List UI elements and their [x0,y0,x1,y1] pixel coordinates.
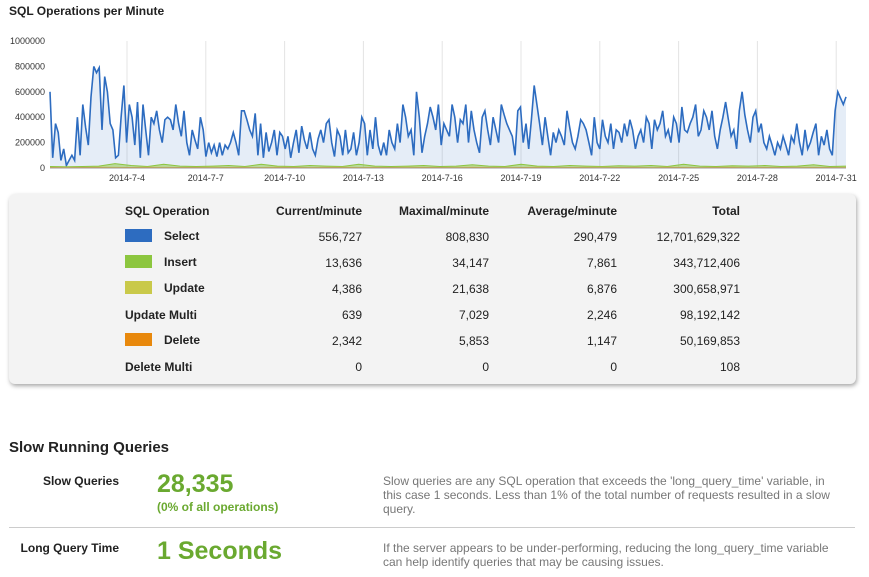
x-tick-label: 2014-7-7 [188,173,224,183]
maximal-value: 7,029 [458,308,489,322]
legend-swatch [125,229,152,243]
total-value: 98,192,142 [679,308,740,322]
table-row: Update 4,386 21,638 6,876 300,658,971 [121,276,740,302]
average-value: 2,246 [586,308,617,322]
operation-label: Delete Multi [125,360,192,374]
operation-label: Insert [125,255,197,269]
slow-queries-title: Slow Running Queries [9,439,170,456]
total-value: 50,169,853 [679,334,740,348]
series-line-insert [49,163,847,168]
operation-name-cell: Insert [121,250,246,276]
table-row: Update Multi 639 7,029 2,246 98,192,142 [121,302,740,328]
table-row: Delete Multi 0 0 0 108 [121,354,740,380]
current-value: 556,727 [318,230,362,244]
operation-name: Delete [164,332,201,347]
sql-operations-table: SQL Operation Current/minute Maximal/min… [121,198,740,380]
current-value: 0 [355,360,362,374]
y-tick-label: 200000 [15,138,45,148]
maximal-value: 0 [482,360,489,374]
total-value: 343,712,406 [673,256,740,270]
operation-name: Update [164,280,205,295]
long-query-time-description: If the server appears to be under-perfor… [383,541,829,569]
operation-name: Insert [164,254,197,269]
operation-label: Select [125,229,199,243]
current-value: 13,636 [325,256,362,270]
plot-area [50,41,846,168]
average-value: 7,861 [586,256,617,270]
legend-swatch [125,255,152,269]
average-value: 0 [610,360,617,374]
chart-title: SQL Operations per Minute [9,4,165,18]
operation-name: Update Multi [125,308,197,322]
sql-operations-panel: SQL Operation Current/minute Maximal/min… [9,194,856,384]
section-divider [9,527,855,528]
series-area-insert [50,163,846,168]
x-tick-label: 2014-7-31 [816,173,857,183]
header-sql-operation: SQL Operation [125,204,210,218]
header-current: Current/minute [275,204,362,218]
series-line-select [49,64,847,168]
total-value: 108 [719,360,740,374]
x-tick-label: 2014-7-19 [500,173,541,183]
operation-name-cell: Update [121,276,246,302]
x-tick-label: 2014-7-22 [579,173,620,183]
maximal-value: 34,147 [452,256,489,270]
table-header-row: SQL Operation Current/minute Maximal/min… [121,198,740,224]
total-value: 12,701,629,322 [656,230,740,244]
x-tick-label: 2014-7-10 [264,173,305,183]
operation-label: Update [125,281,205,295]
legend-swatch [125,333,152,347]
x-tick-label: 2014-7-28 [737,173,778,183]
x-tick-label: 2014-7-16 [422,173,463,183]
operation-label: Update Multi [125,308,197,322]
current-value: 2,342 [331,334,362,348]
y-tick-label: 1000000 [10,36,45,46]
current-value: 4,386 [331,282,362,296]
operation-name-cell: Delete [121,328,246,354]
table-row: Delete 2,342 5,853 1,147 50,169,853 [121,328,740,354]
maximal-value: 21,638 [452,282,489,296]
slow-queries-value: 28,335 [157,470,234,498]
slow-queries-percent: (0% of all operations) [157,500,279,514]
sql-operations-chart: 2014-7-4 2014-7-7 2014-7-10 2014-7-13 2014-7… [10,36,857,183]
operation-label: Delete [125,333,200,347]
operation-name: Delete Multi [125,360,193,374]
maximal-value: 808,830 [445,230,489,244]
y-tick-label: 800000 [15,61,45,71]
long-query-time-value: 1 Seconds [157,537,283,565]
table-row: Select 556,727 808,830 290,479 12,701,629,32… [121,224,740,250]
y-tick-label: 400000 [15,112,45,122]
series-area-select [50,66,846,168]
table-row: Insert 13,636 34,147 7,861 343,712,406 [121,250,740,276]
y-tick-label: 600000 [15,87,45,97]
operation-name-cell: Select [121,224,246,250]
long-query-time-label: Long Query Time [20,541,119,555]
average-value: 1,147 [586,334,617,348]
average-value: 290,479 [573,230,617,244]
slow-queries-description: Slow queries are any SQL operation that … [383,474,830,516]
current-value: 639 [341,308,362,322]
y-tick-label: 0 [40,163,45,173]
legend-swatch [125,281,152,295]
x-tick-label: 2014-7-4 [109,173,145,183]
header-total: Total [712,204,740,218]
operation-name: Select [164,228,200,243]
operation-name-cell: Delete Multi [121,354,246,380]
operation-name-cell: Update Multi [121,302,246,328]
x-tick-label: 2014-7-13 [343,173,384,183]
x-tick-label: 2014-7-25 [658,173,699,183]
header-average: Average/minute [527,204,617,218]
maximal-value: 5,853 [458,334,489,348]
header-maximal: Maximal/minute [398,204,489,218]
slow-queries-label: Slow Queries [42,474,119,488]
average-value: 6,876 [586,282,617,296]
total-value: 300,658,971 [673,282,740,296]
